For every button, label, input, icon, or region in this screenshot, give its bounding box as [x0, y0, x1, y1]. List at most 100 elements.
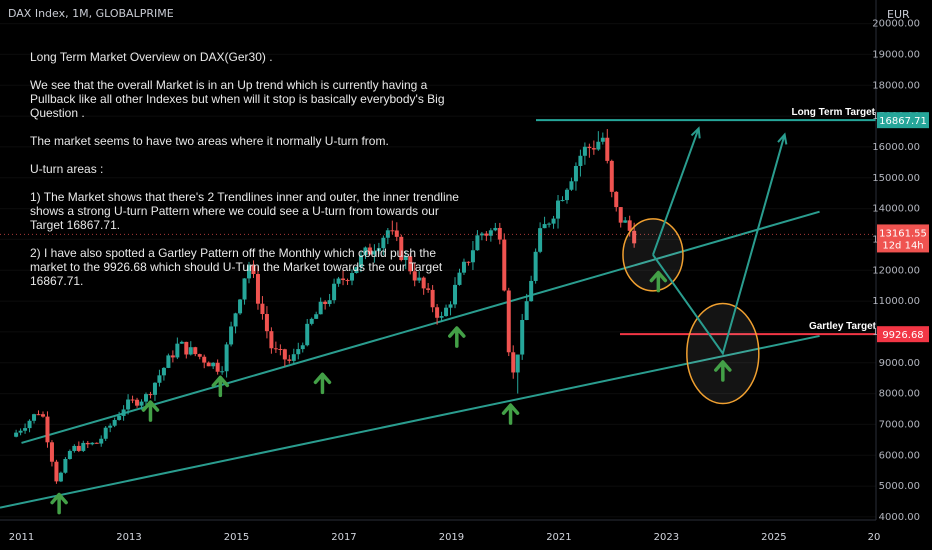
candle-body	[390, 230, 395, 232]
candle-body	[341, 278, 346, 281]
candle-body	[632, 230, 637, 244]
price-tick: 9000.00	[879, 358, 920, 369]
candle-body	[135, 399, 140, 406]
symbol-header[interactable]: DAX Index, 1M, GLOBALPRIME	[8, 7, 174, 20]
price-tick: 11000.00	[872, 296, 920, 307]
candle-body	[188, 347, 193, 355]
candle-body	[506, 290, 511, 353]
candle-body	[211, 362, 216, 367]
candle-body	[170, 355, 175, 358]
time-axis-bg	[0, 520, 932, 550]
up-arrow-icon	[141, 400, 160, 422]
currency-label[interactable]: EUR	[887, 8, 910, 21]
candle-body	[399, 236, 404, 261]
candle-body	[412, 271, 417, 281]
candle-body	[367, 247, 372, 255]
projection-paths	[622, 126, 788, 405]
time-tick: 2021	[546, 532, 571, 543]
projection-path-2	[652, 134, 786, 356]
candle-body	[556, 200, 561, 219]
candle-body	[264, 314, 269, 332]
candle-body	[470, 250, 475, 263]
candle-body	[139, 401, 144, 406]
candle-body	[457, 272, 462, 285]
price-tick: 20000.00	[872, 19, 920, 30]
candle-body	[54, 461, 59, 482]
candle-body	[435, 307, 440, 318]
candle-body	[291, 354, 296, 361]
candle-body	[193, 347, 198, 355]
time-tick: 2013	[116, 532, 141, 543]
candle-body	[336, 278, 341, 284]
candle-body	[206, 362, 211, 367]
level-label: Gartley Target	[809, 321, 877, 332]
candle-body	[573, 165, 578, 182]
note-line: 1) The Market shows that there's 2 Trend…	[30, 190, 463, 232]
candle-body	[614, 191, 619, 208]
note-line: We see that the overall Market is in an …	[30, 78, 448, 120]
candle-body	[323, 301, 328, 305]
candle-body	[515, 354, 520, 373]
candle-body	[242, 278, 247, 300]
candle-body	[596, 141, 601, 150]
candle-body	[529, 280, 534, 302]
candle-body	[421, 277, 426, 289]
candle-body	[157, 375, 162, 383]
candle-body	[32, 414, 37, 421]
candle-body	[220, 371, 225, 373]
time-axis[interactable]: 2011 2013 2015 2017 2019 2021 2023 2025 20	[0, 519, 932, 550]
candle-body	[466, 261, 471, 263]
candle-body	[233, 313, 238, 327]
price-tag-value: 16867.71	[879, 116, 927, 127]
up-arrow-icon	[501, 403, 520, 425]
price-axis[interactable]: 4000.00 5000.00 6000.00 7000.00 8000.00 9000.…	[872, 0, 932, 550]
candle-body	[144, 394, 148, 402]
candle-body	[58, 472, 63, 482]
candle-body	[273, 348, 278, 350]
candle-body	[282, 349, 287, 360]
uturn-markers	[50, 270, 732, 515]
projection-arrowhead	[777, 132, 788, 145]
time-tick: 2011	[9, 532, 34, 543]
candle-body	[184, 341, 189, 355]
candle-body	[269, 331, 274, 349]
price-tick: 12000.00	[872, 265, 920, 276]
candle-body	[350, 273, 355, 281]
candle-body	[403, 256, 408, 261]
candle-body	[605, 137, 610, 161]
candle-body	[63, 458, 68, 473]
candle-body	[175, 343, 180, 358]
candle-body	[439, 316, 444, 318]
candle-body	[394, 230, 399, 237]
candle-body	[587, 146, 592, 149]
price-tag-value: 9926.68	[882, 330, 923, 341]
candle-body	[166, 355, 171, 368]
candle-body	[426, 288, 431, 290]
note-line: U-turn areas :	[30, 162, 104, 176]
candle-body	[27, 420, 32, 429]
candle-body	[318, 301, 323, 315]
time-tick: 2017	[331, 532, 356, 543]
candle-body	[197, 354, 202, 357]
up-arrow-icon	[313, 372, 332, 395]
candle-body	[578, 155, 583, 166]
candle-body	[453, 284, 458, 305]
candle-body	[538, 228, 543, 252]
candle-body	[430, 289, 435, 308]
candle-body	[152, 382, 157, 395]
candle-body	[90, 442, 95, 445]
level-lines: Long Term Target Gartley Target	[0, 107, 877, 336]
candle-body	[488, 230, 493, 236]
candle-body	[18, 430, 23, 433]
candle-body	[551, 218, 556, 224]
current-price-tag	[877, 224, 929, 253]
candle-body	[247, 265, 252, 279]
candle-body	[448, 304, 453, 308]
candle-body	[76, 445, 81, 451]
candle-body	[475, 235, 480, 251]
candle-body	[385, 230, 390, 238]
candle-body	[363, 247, 368, 256]
candle-body	[314, 314, 319, 319]
candle-body	[493, 227, 498, 231]
candle-body	[260, 303, 265, 315]
